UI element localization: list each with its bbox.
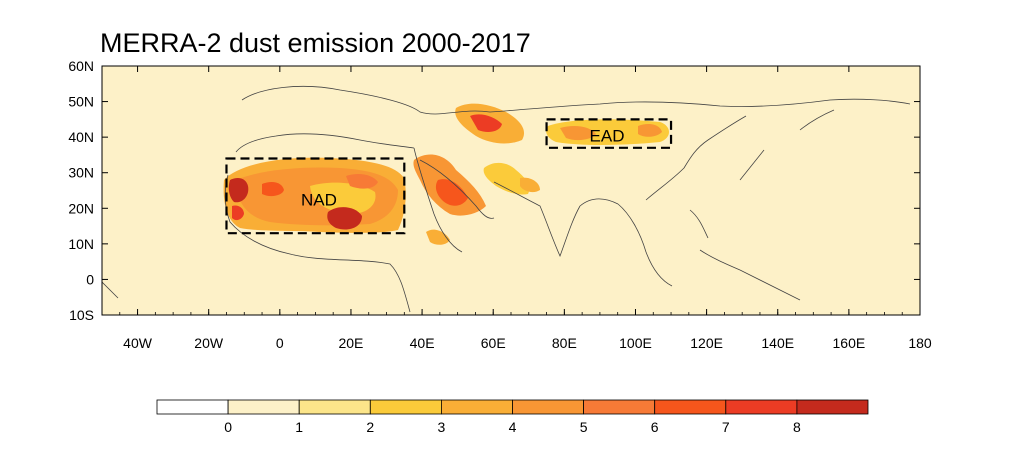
colorbar-swatch	[583, 399, 656, 415]
horn-africa-emission	[426, 229, 450, 245]
colorbar-label: 0	[224, 419, 232, 435]
lon-tick-label: 100E	[619, 335, 652, 351]
latitude-axis: 60N 50N 40N 30N 20N 10N 0 10S	[68, 58, 920, 323]
thar-emission-area	[520, 177, 540, 193]
lon-tick-label: 20E	[338, 335, 363, 351]
colorbar-label: 1	[295, 419, 303, 435]
lon-tick-label: 0	[276, 335, 284, 351]
lat-tick-label: 30N	[68, 165, 94, 181]
colorbar-label: 6	[651, 419, 659, 435]
lon-tick-label: 60E	[481, 335, 506, 351]
libya-hotspot	[346, 174, 378, 189]
lon-tick-label: 20W	[194, 335, 224, 351]
lat-tick-label: 40N	[68, 129, 94, 145]
lat-tick-label: 50N	[68, 94, 94, 110]
region-label-ead: EAD	[590, 126, 625, 145]
colorbar-swatch	[440, 399, 513, 415]
colorbar-swatch	[298, 399, 371, 415]
colorbar-swatch	[796, 399, 869, 415]
region-box-nad	[225, 157, 406, 235]
lon-tick-label: 40W	[123, 335, 153, 351]
colorbar-swatch	[156, 399, 229, 415]
region-box-ead	[545, 118, 673, 149]
colorbar-label: 3	[438, 419, 446, 435]
colorbar: 0 1 2 3 4 5 6 7 8	[156, 399, 869, 435]
emission-field	[223, 103, 669, 245]
lat-tick-label: 60N	[68, 58, 94, 74]
colorbar-label: 4	[509, 419, 517, 435]
region-boxes: NAD EAD	[225, 118, 673, 235]
bodele-hotspot	[327, 207, 362, 230]
colorbar-label: 7	[722, 419, 730, 435]
colorbar-label: 8	[793, 419, 801, 435]
lat-tick-label: 10S	[69, 307, 94, 323]
algeria-hotspot	[262, 182, 284, 197]
iran-emission-area	[483, 162, 530, 195]
lat-tick-label: 20N	[68, 200, 94, 216]
lon-tick-label: 160E	[833, 335, 866, 351]
lat-tick-label: 10N	[68, 236, 94, 252]
colorbar-swatch	[654, 399, 727, 415]
west-sahara-hotspot	[228, 178, 249, 203]
aral-hotspot	[470, 114, 502, 132]
lon-tick-label: 180	[908, 335, 932, 351]
lon-tick-label: 80E	[552, 335, 577, 351]
taklamakan-hotspot	[560, 126, 596, 141]
arabia-hotspot	[435, 179, 468, 206]
colorbar-swatch	[227, 399, 300, 415]
colorbar-swatch	[725, 399, 798, 415]
lon-tick-label: 120E	[690, 335, 723, 351]
gobi-hotspot	[638, 124, 662, 137]
colorbar-swatch	[369, 399, 442, 415]
colorbar-label: 2	[366, 419, 374, 435]
region-label-nad: NAD	[301, 190, 337, 209]
sahara-low-patch	[310, 182, 376, 214]
colorbar-swatch	[512, 399, 584, 415]
lon-tick-label: 40E	[410, 335, 435, 351]
mauritania-hotspot	[232, 205, 244, 221]
lon-tick-label: 140E	[761, 335, 794, 351]
map-title: MERRA-2 dust emission 2000-2017	[100, 28, 531, 58]
longitude-axis: 40W 20W 0 20E 40E 60E 80E 100E 120E 140E 160E 180	[101, 66, 932, 351]
colorbar-label: 5	[580, 419, 588, 435]
lat-tick-label: 0	[86, 271, 94, 287]
